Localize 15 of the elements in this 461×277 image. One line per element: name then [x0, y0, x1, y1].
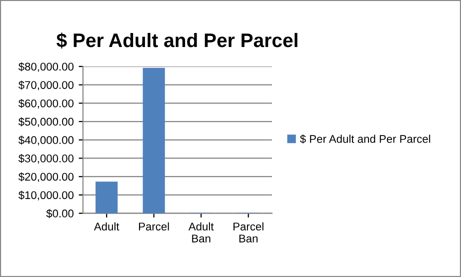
x-tick-label: Adult — [94, 222, 120, 230]
x-tick-label: Parcel — [139, 222, 169, 230]
y-tick-label: $20,000.00 — [18, 172, 74, 182]
y-tick-label: $10,000.00 — [18, 190, 74, 200]
y-tick-label: $80,000.00 — [18, 62, 74, 72]
y-tick-label: $30,000.00 — [18, 154, 74, 164]
chart-title: $ Per Adult and Per Parcel — [56, 32, 298, 48]
x-tick-label: Parcel Ban — [234, 222, 264, 242]
y-tick-label: $50,000.00 — [18, 117, 74, 127]
y-tick-label: $0.00 — [46, 209, 74, 218]
y-tick-label: $40,000.00 — [18, 136, 74, 146]
x-tick-label: Adult Ban — [188, 222, 214, 242]
y-tick-label: $60,000.00 — [18, 98, 74, 109]
y-tick-label: $70,000.00 — [18, 80, 74, 90]
legend-label: $ Per Adult and Per Parcel — [300, 134, 430, 144]
